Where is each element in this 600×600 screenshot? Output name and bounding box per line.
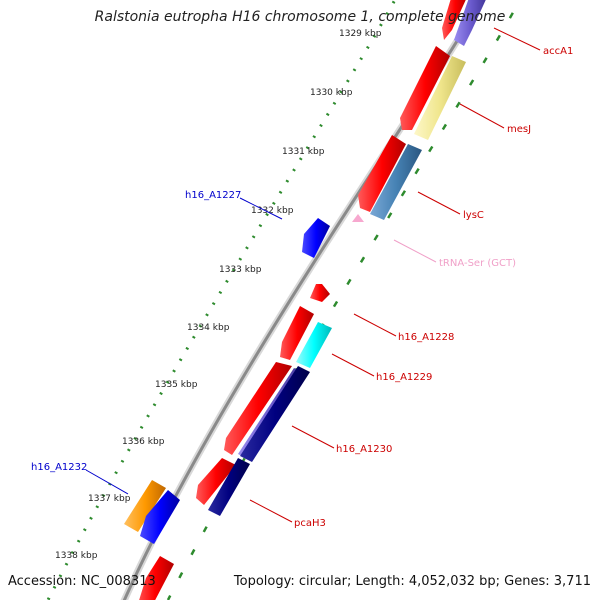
gene-label-pcaH3[interactable]: pcaH3 <box>294 518 326 529</box>
feature-khaki-mesj <box>414 56 466 140</box>
tick-label-1333: 1333 kbp <box>219 265 262 275</box>
leader-accA1 <box>493 27 541 51</box>
tick-labels: 1329 kbp 1330 kbp 1331 kbp 1332 kbp 1333… <box>55 29 382 561</box>
map-title: Ralstonia eutropha H16 chromosome 1, com… <box>94 9 506 25</box>
tick-label-1332: 1332 kbp <box>251 206 294 216</box>
tick-label-1337: 1337 kbp <box>88 494 131 504</box>
feature-steel-lysc <box>370 144 422 220</box>
feature-blue-h16_A1232 <box>140 490 180 544</box>
gene-label-h16_A1227[interactable]: h16_A1227 <box>185 190 241 201</box>
leader-h16_A1227 <box>239 197 283 220</box>
gene-label-mesJ[interactable]: mesJ <box>507 124 531 135</box>
gene-label-h16_A1229[interactable]: h16_A1229 <box>376 372 432 383</box>
feature-red-bottom <box>139 556 174 600</box>
feature-pink-trna <box>352 214 364 222</box>
leader-h16_A1230 <box>291 425 335 449</box>
leader-h16_A1228 <box>353 313 397 337</box>
leader-h16_A1232 <box>85 469 129 495</box>
feature-slateblue-top <box>454 0 486 46</box>
gene-label-lysC[interactable]: lysC <box>463 210 484 221</box>
gene-label-trna-ser[interactable]: tRNA-Ser (GCT) <box>439 258 516 269</box>
feature-red-top <box>442 0 466 40</box>
leader-lines <box>85 27 541 523</box>
forward-strand-features <box>139 0 466 600</box>
leader-mesJ <box>459 103 505 129</box>
tick-marks <box>46 0 522 600</box>
gene-label-accA1[interactable]: accA1 <box>543 46 573 57</box>
tick-label-1329: 1329 kbp <box>339 29 382 39</box>
tick-label-1334: 1334 kbp <box>187 323 230 333</box>
feature-red-h16_A1230 <box>224 362 292 455</box>
tick-label-1336: 1336 kbp <box>122 437 165 447</box>
tick-label-1338: 1338 kbp <box>55 551 98 561</box>
outer-features <box>124 218 330 544</box>
topology-text: Topology: circular; Length: 4,052,032 bp… <box>233 574 591 589</box>
feature-navy-pcah3 <box>208 458 250 516</box>
gene-h16_A1227-shape <box>302 218 330 258</box>
leader-lysC <box>417 191 461 215</box>
leader-h16_A1229 <box>331 353 375 377</box>
gene-label-h16_A1228[interactable]: h16_A1228 <box>398 332 454 343</box>
tick-label-1335: 1335 kbp <box>155 380 198 390</box>
gene-label-h16_A1232[interactable]: h16_A1232 <box>31 462 87 473</box>
reverse-strand-features <box>208 0 486 516</box>
gene-h16_A1228-shape <box>310 284 330 302</box>
tick-label-1331: 1331 kbp <box>282 147 325 157</box>
tick-label-1330: 1330 kbp <box>310 88 353 98</box>
leader-trna <box>393 239 437 263</box>
leader-pcaH3 <box>249 499 293 523</box>
feature-cyan-h16_A1229 <box>296 322 332 368</box>
accession-text: Accession: NC_008313 <box>8 574 156 589</box>
gene-h16_A1232-shape <box>124 480 166 532</box>
feature-red-lysc-block <box>358 135 406 212</box>
feature-red-mesj-block <box>400 46 450 130</box>
feature-red-long <box>280 306 314 360</box>
feature-red-pcah3 <box>196 458 236 505</box>
gene-labels: accA1 mesJ lysC tRNA-Ser (GCT) h16_A1227… <box>31 46 573 529</box>
feature-navy-h16_A1230 <box>240 366 310 462</box>
gene-label-h16_A1230[interactable]: h16_A1230 <box>336 444 392 455</box>
